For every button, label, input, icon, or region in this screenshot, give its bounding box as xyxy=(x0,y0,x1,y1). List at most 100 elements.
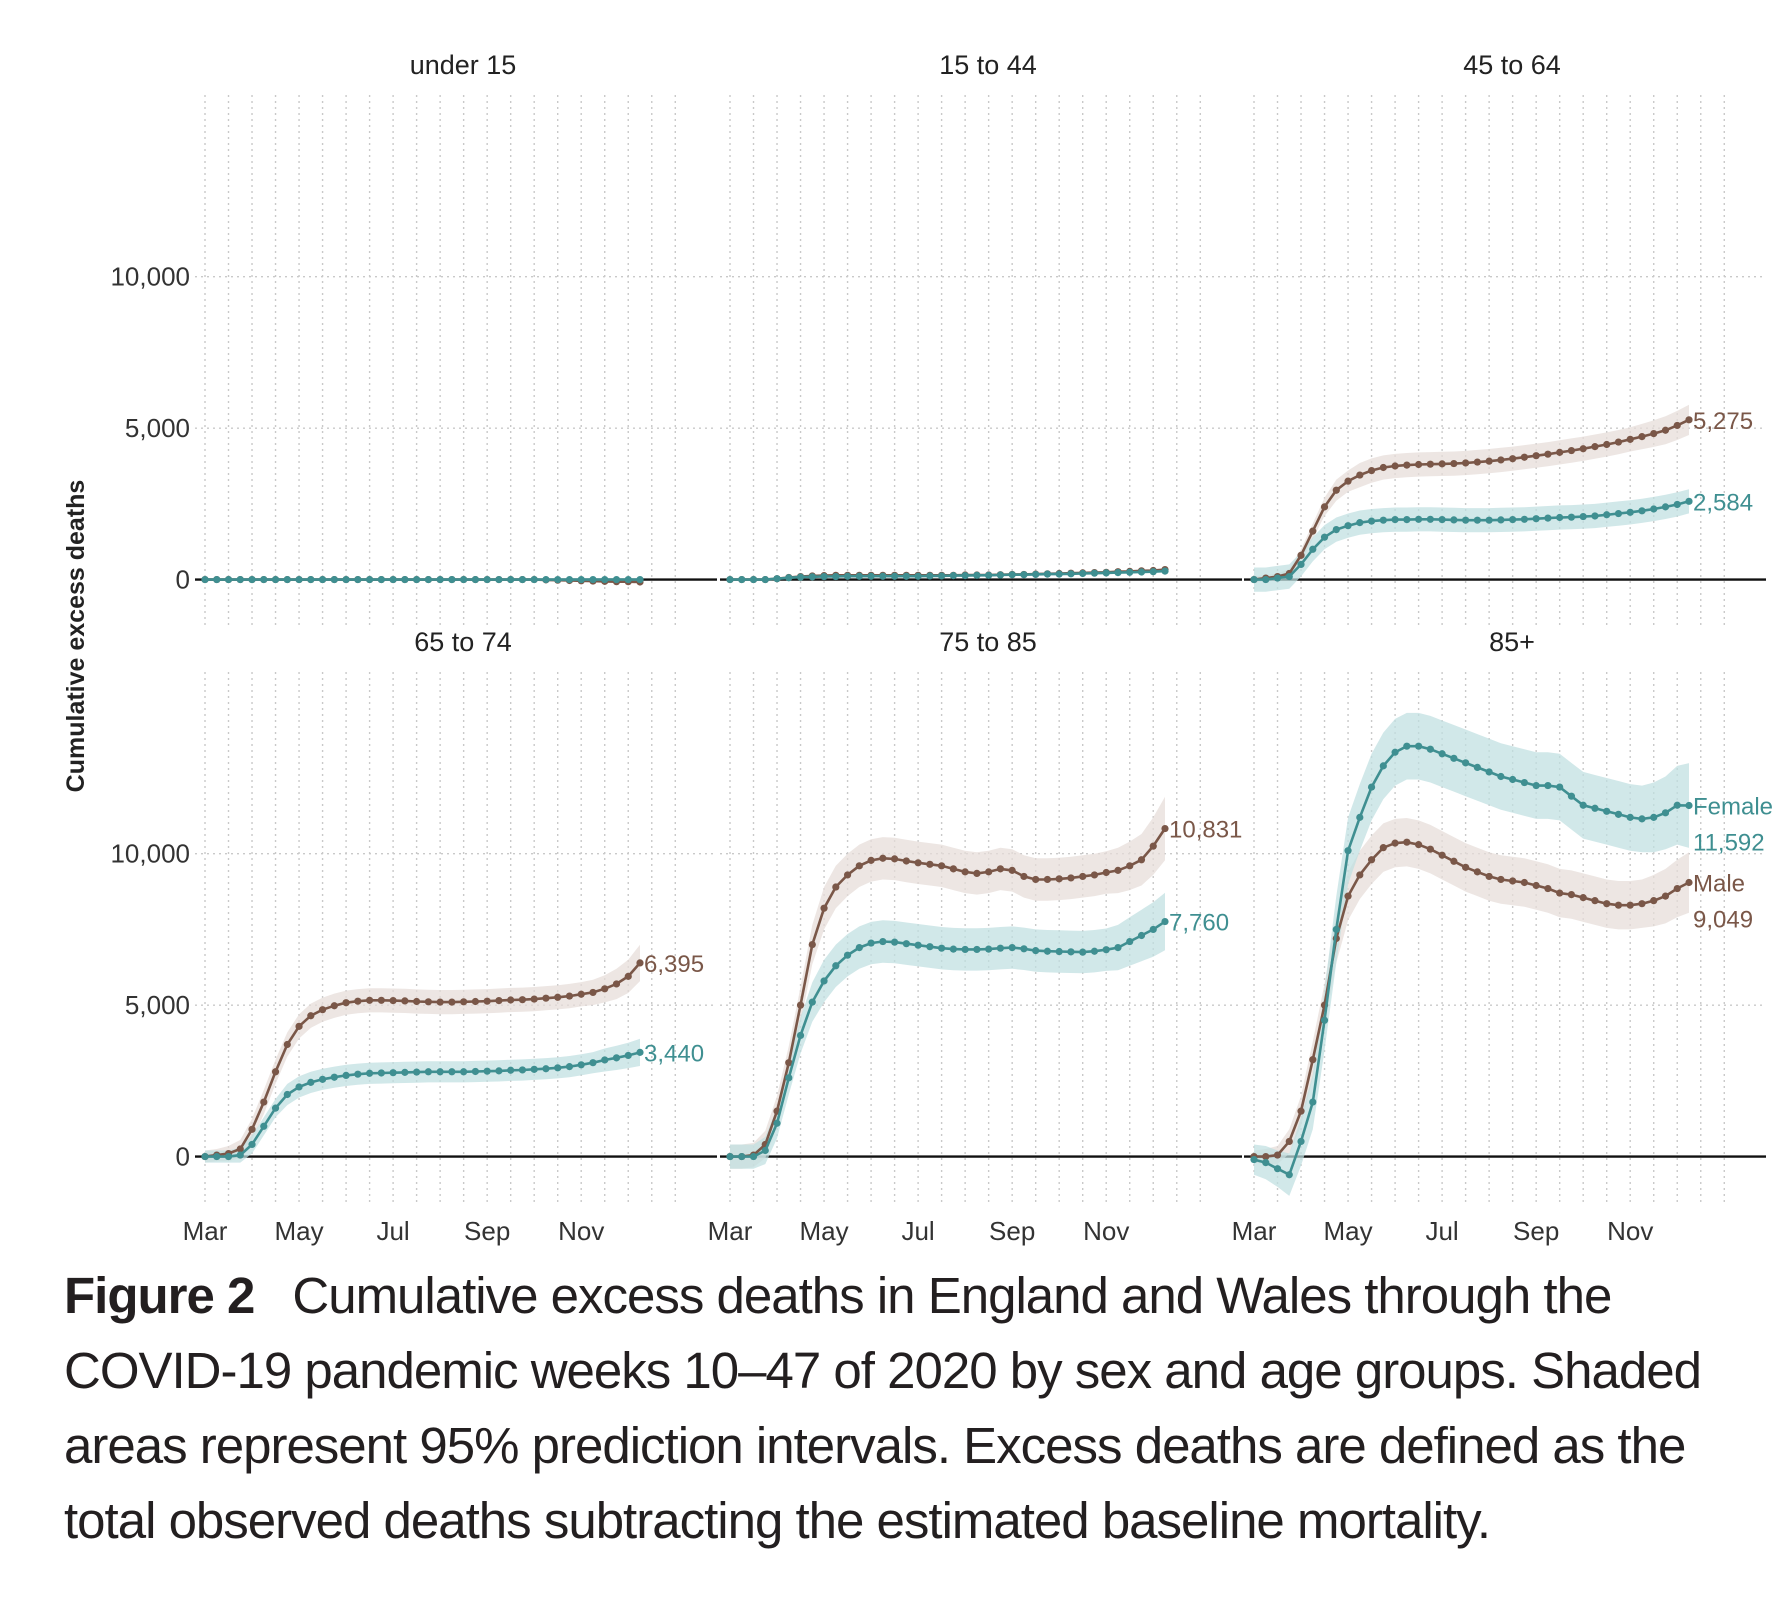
data-point xyxy=(307,1078,315,1086)
caption-text: Cumulative excess deaths in England and … xyxy=(64,1267,1702,1549)
data-point xyxy=(1379,844,1387,852)
data-point xyxy=(1285,1137,1293,1146)
data-point xyxy=(448,998,456,1006)
data-point xyxy=(389,1069,397,1077)
data-point xyxy=(726,1152,734,1161)
data-point xyxy=(354,997,362,1005)
data-point xyxy=(318,575,327,584)
data-point xyxy=(1661,809,1670,817)
data-point xyxy=(902,940,910,948)
data-point xyxy=(726,575,734,584)
data-point xyxy=(1450,516,1458,524)
prediction-interval-band xyxy=(1254,818,1689,1165)
data-point xyxy=(879,937,887,946)
data-point xyxy=(1462,863,1470,871)
data-point xyxy=(201,1152,209,1161)
data-point xyxy=(1520,778,1529,787)
data-point xyxy=(483,575,491,584)
data-point xyxy=(1438,750,1446,758)
data-point xyxy=(354,575,362,584)
data-point xyxy=(1161,824,1169,833)
data-point xyxy=(1114,569,1122,577)
data-point xyxy=(283,1040,291,1049)
y-tick-label: 5,000 xyxy=(125,990,190,1020)
data-point xyxy=(1650,505,1658,513)
data-point xyxy=(330,1002,338,1010)
data-point xyxy=(248,575,256,584)
data-point xyxy=(1509,516,1517,524)
data-point xyxy=(1090,871,1099,879)
end-label: 5,275 xyxy=(1693,408,1753,435)
data-point xyxy=(542,1065,550,1073)
data-point xyxy=(1591,897,1599,905)
data-point xyxy=(738,1152,746,1161)
data-point xyxy=(1532,515,1540,523)
data-point xyxy=(612,1054,621,1062)
data-point xyxy=(224,1152,233,1161)
data-point xyxy=(1273,574,1282,582)
x-tick-label: Sep xyxy=(989,1216,1035,1246)
data-point xyxy=(761,1146,769,1155)
data-point xyxy=(1485,516,1493,524)
data-point xyxy=(1661,503,1670,511)
data-point xyxy=(1579,801,1587,809)
data-point xyxy=(1008,866,1016,874)
prediction-interval-band xyxy=(1254,489,1689,592)
data-point xyxy=(1067,874,1075,882)
data-point xyxy=(612,980,621,988)
data-point xyxy=(1137,931,1146,940)
data-point xyxy=(1332,526,1340,534)
data-point xyxy=(1367,517,1376,525)
data-point xyxy=(1603,511,1611,519)
data-point xyxy=(1403,516,1411,524)
data-point xyxy=(436,575,444,584)
y-tick-label: 0 xyxy=(176,1142,190,1172)
data-point xyxy=(1273,1165,1282,1173)
prediction-interval-band xyxy=(205,944,640,1163)
data-point xyxy=(1403,742,1411,750)
data-point xyxy=(1650,897,1658,905)
data-point xyxy=(342,1071,350,1080)
data-point xyxy=(1603,440,1611,449)
data-point xyxy=(1320,1016,1329,1024)
data-point xyxy=(1297,1137,1305,1146)
prediction-interval-band xyxy=(205,1038,640,1163)
data-point xyxy=(985,571,993,579)
data-point xyxy=(1473,516,1481,524)
data-point xyxy=(448,575,456,584)
data-point xyxy=(460,998,468,1006)
data-point xyxy=(283,575,291,584)
data-point xyxy=(1285,1171,1293,1179)
data-point xyxy=(401,997,409,1005)
data-point xyxy=(554,575,562,584)
data-point xyxy=(1067,948,1075,956)
data-point xyxy=(1344,892,1352,900)
data-point xyxy=(1102,868,1110,877)
data-point xyxy=(518,996,527,1004)
data-point xyxy=(1149,842,1157,850)
data-point xyxy=(1520,878,1529,887)
data-point xyxy=(1673,884,1681,893)
data-point xyxy=(1556,889,1564,897)
data-point xyxy=(1626,813,1634,821)
data-point xyxy=(1485,457,1493,465)
data-point xyxy=(1638,815,1646,823)
x-tick-label: Mar xyxy=(708,1216,753,1246)
data-point xyxy=(867,572,875,580)
data-point xyxy=(530,995,538,1003)
data-point xyxy=(996,571,1005,579)
data-point xyxy=(832,572,840,581)
data-point xyxy=(1043,947,1052,955)
data-point xyxy=(1079,569,1087,578)
data-point xyxy=(1332,486,1340,494)
data-point xyxy=(236,575,244,584)
data-point xyxy=(961,868,969,876)
data-point xyxy=(1544,884,1552,893)
x-tick-label: Nov xyxy=(558,1216,604,1246)
data-point xyxy=(201,575,209,584)
data-point xyxy=(890,572,899,580)
data-point xyxy=(949,865,957,873)
data-point xyxy=(1661,426,1670,434)
data-point xyxy=(307,1012,315,1020)
data-point xyxy=(1414,841,1423,849)
